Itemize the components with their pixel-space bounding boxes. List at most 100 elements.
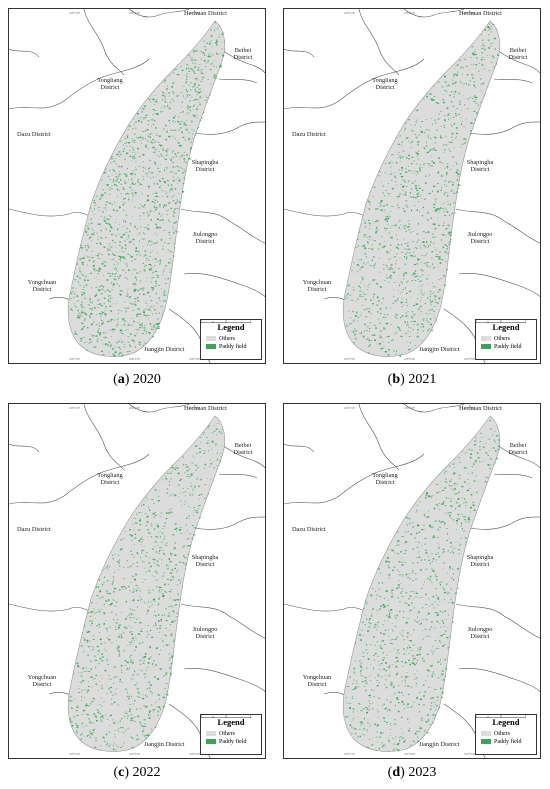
paddy-field-mark: [353, 342, 356, 343]
paddy-field-mark: [180, 597, 182, 599]
paddy-field-mark: [406, 304, 408, 307]
paddy-field-mark: [146, 636, 148, 638]
paddy-field-mark: [90, 735, 91, 738]
paddy-field-mark: [107, 301, 110, 302]
paddy-field-mark: [431, 568, 433, 570]
paddy-field-mark: [87, 654, 89, 657]
paddy-field-mark: [459, 504, 462, 506]
paddy-field-mark: [153, 98, 155, 101]
paddy-field-mark: [135, 590, 137, 592]
paddy-field-mark: [205, 498, 207, 500]
paddy-field-mark: [109, 686, 112, 688]
paddy-field-mark: [107, 661, 108, 662]
paddy-field-mark: [396, 163, 398, 165]
paddy-field-mark: [123, 323, 125, 326]
paddy-field-mark: [404, 204, 407, 206]
paddy-field-mark: [431, 581, 433, 584]
paddy-field-mark: [467, 517, 470, 519]
paddy-field-mark: [396, 660, 399, 662]
paddy-field-mark: [140, 324, 143, 326]
paddy-field-mark: [470, 130, 472, 132]
paddy-field-mark: [410, 327, 412, 329]
paddy-field-mark: [418, 167, 421, 169]
paddy-field-mark: [169, 678, 171, 679]
paddy-field-mark: [116, 179, 118, 181]
paddy-field-mark: [178, 192, 179, 194]
paddy-field-mark: [219, 459, 221, 462]
paddy-field-mark: [170, 129, 172, 131]
paddy-field-mark: [433, 286, 435, 288]
paddy-field-mark: [446, 533, 448, 535]
paddy-field-mark: [185, 120, 187, 121]
paddy-field-mark: [388, 213, 390, 215]
paddy-field-mark: [494, 450, 497, 452]
paddy-field-mark: [429, 628, 431, 631]
paddy-field-mark: [158, 297, 160, 299]
paddy-field-mark: [360, 258, 362, 261]
paddy-field-mark: [429, 698, 432, 699]
paddy-field-mark: [91, 250, 93, 253]
paddy-field-mark: [413, 160, 415, 162]
paddy-field-mark: [416, 172, 419, 174]
paddy-field-mark: [165, 672, 168, 674]
paddy-field-mark: [440, 277, 442, 280]
paddy-field-mark: [447, 224, 450, 226]
paddy-field-mark: [408, 223, 411, 225]
paddy-field-mark: [102, 596, 104, 598]
paddy-swatch-icon: [481, 344, 491, 350]
paddy-field-mark: [398, 652, 400, 654]
paddy-field-mark: [465, 141, 468, 143]
paddy-field-mark: [148, 711, 151, 714]
paddy-field-mark: [103, 582, 105, 583]
paddy-field-mark: [76, 275, 79, 278]
paddy-field-mark: [420, 131, 423, 134]
paddy-field-mark: [176, 95, 178, 97]
paddy-field-mark: [151, 268, 152, 269]
paddy-field-mark: [189, 468, 191, 471]
paddy-field-mark: [432, 558, 435, 560]
paddy-field-mark: [142, 561, 145, 563]
paddy-field-mark: [93, 214, 95, 215]
paddy-field-mark: [100, 305, 103, 307]
paddy-field-mark: [148, 308, 151, 310]
paddy-field-mark: [164, 688, 167, 689]
paddy-field-mark: [405, 206, 408, 207]
paddy-field-mark: [398, 710, 400, 712]
paddy-field-mark: [388, 567, 390, 569]
paddy-field-mark: [81, 671, 83, 673]
paddy-field-mark: [419, 569, 422, 571]
paddy-field-mark: [168, 75, 171, 77]
paddy-field-mark: [408, 327, 410, 328]
paddy-field-mark: [390, 643, 392, 644]
paddy-field-mark: [145, 705, 148, 708]
paddy-field-mark: [208, 53, 210, 56]
paddy-field-mark: [157, 620, 160, 622]
paddy-field-mark: [145, 525, 147, 527]
label-shapingba: Shapingba District: [466, 159, 494, 173]
paddy-field-mark: [395, 675, 397, 677]
paddy-field-mark: [157, 647, 159, 649]
paddy-field-mark: [460, 109, 462, 111]
paddy-field-mark: [198, 88, 201, 90]
paddy-field-mark: [123, 586, 125, 587]
paddy-field-mark: [189, 493, 191, 495]
paddy-field-mark: [395, 353, 397, 355]
paddy-field-mark: [157, 141, 160, 143]
paddy-field-mark: [431, 98, 433, 100]
paddy-field-mark: [131, 140, 134, 142]
paddy-field-mark: [120, 179, 122, 181]
paddy-field-mark: [127, 129, 130, 130]
paddy-field-mark: [219, 64, 221, 66]
paddy-field-mark: [404, 316, 407, 318]
paddy-field-mark: [134, 684, 136, 685]
paddy-field-mark: [110, 297, 112, 299]
paddy-field-mark: [110, 216, 112, 218]
paddy-field-mark: [107, 223, 109, 224]
paddy-field-mark: [433, 223, 436, 226]
paddy-field-mark: [383, 703, 386, 705]
paddy-field-mark: [102, 570, 104, 571]
paddy-field-mark: [423, 513, 425, 515]
paddy-field-mark: [356, 264, 359, 266]
paddy-field-mark: [142, 207, 145, 208]
paddy-field-mark: [465, 505, 467, 506]
